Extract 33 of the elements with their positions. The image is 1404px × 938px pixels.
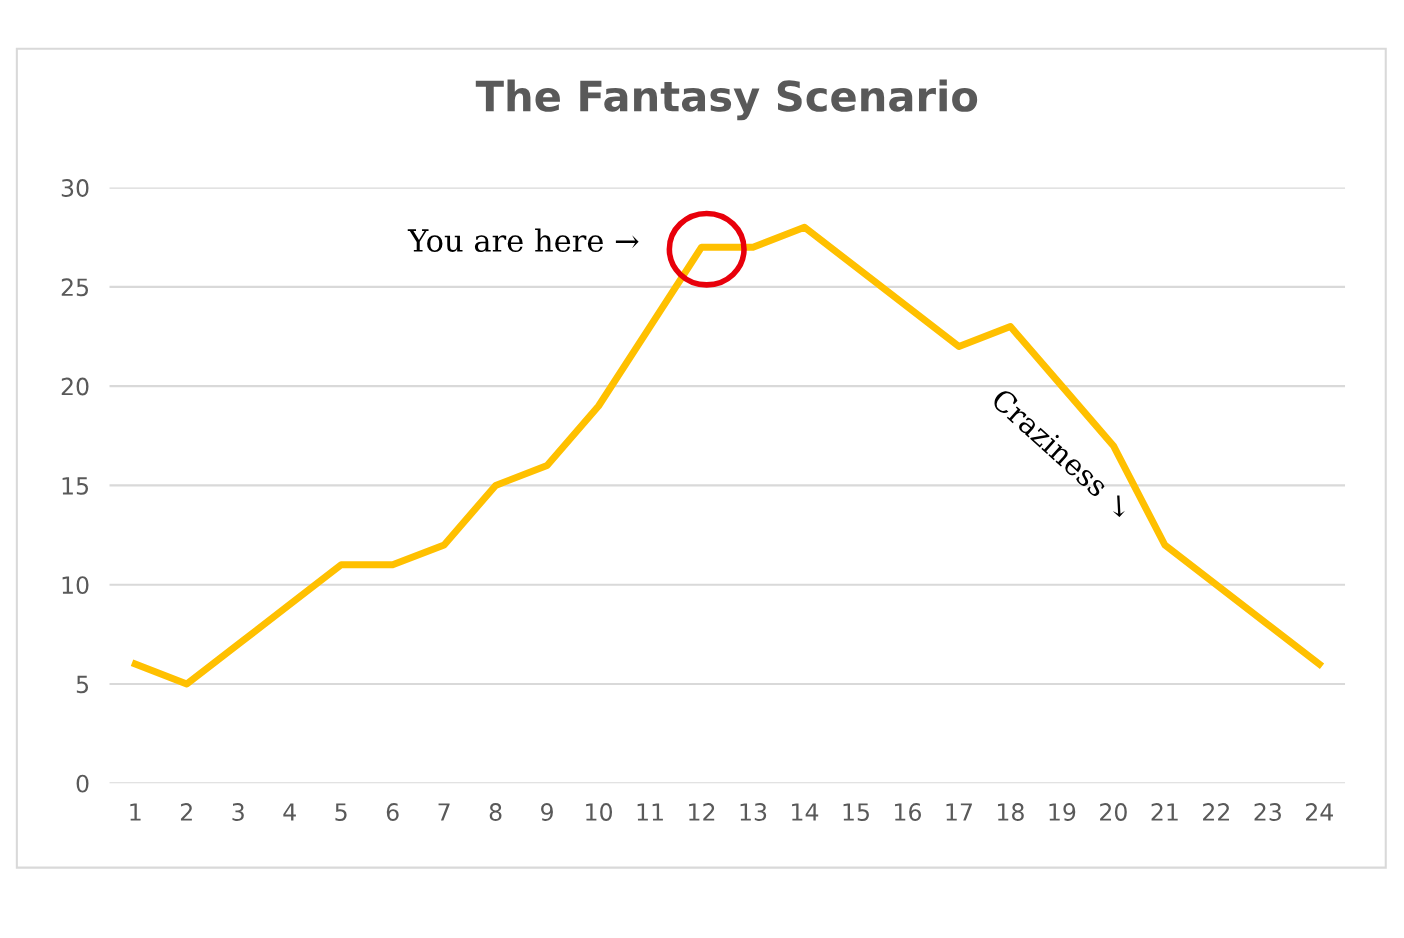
x-tick-label: 22 xyxy=(1203,803,1229,821)
x-tick-label: 15 xyxy=(843,803,869,821)
y-tick-label: 0 xyxy=(76,774,89,793)
x-tick-label: 10 xyxy=(586,803,613,821)
x-tick-label: 11 xyxy=(637,803,663,821)
x-tick-label: 16 xyxy=(895,803,921,821)
x-tick-label: 7 xyxy=(438,803,450,821)
y-tick-label: 10 xyxy=(62,576,89,594)
x-tick-label: 18 xyxy=(997,803,1024,821)
chart-title: The Fantasy Scenario xyxy=(475,79,978,121)
y-tick-label: 15 xyxy=(62,477,88,495)
x-tick-label: 24 xyxy=(1306,803,1333,821)
x-tick-label: 6 xyxy=(386,803,399,821)
x-tick-label: 23 xyxy=(1254,803,1281,821)
y-tick-label: 25 xyxy=(61,278,88,297)
x-tick-label: 9 xyxy=(541,803,553,821)
x-tick-label: 1 xyxy=(130,803,141,821)
x-tick-label: 14 xyxy=(792,803,819,821)
x-tick-label: 21 xyxy=(1151,803,1178,821)
x-tick-label: 17 xyxy=(946,803,972,821)
x-tick-label: 4 xyxy=(283,803,296,821)
annotation: You are here → xyxy=(407,228,639,253)
x-tick-label: 3 xyxy=(232,803,244,821)
x-tick-label: 13 xyxy=(740,803,767,821)
y-tick-label: 30 xyxy=(61,179,89,197)
x-tick-label: 20 xyxy=(1100,803,1127,821)
x-tick-label: 5 xyxy=(335,803,347,821)
y-tick-label: 20 xyxy=(61,377,89,396)
x-tick-label: 19 xyxy=(1049,803,1076,821)
x-tick-label: 8 xyxy=(489,803,502,821)
y-tick-label: 5 xyxy=(76,675,89,694)
x-tick-label: 12 xyxy=(689,803,715,821)
x-tick-label: 2 xyxy=(180,803,192,821)
